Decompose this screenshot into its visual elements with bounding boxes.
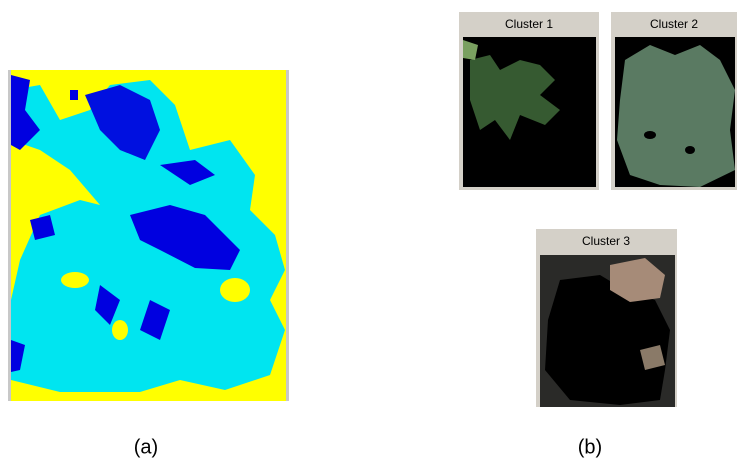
cluster-window: Cluster 3 — [536, 229, 677, 407]
window-title: Cluster 1 — [505, 17, 553, 31]
cluster-window: Cluster 1 — [459, 12, 599, 190]
window-title: Cluster 3 — [582, 234, 630, 248]
segmented-image — [8, 70, 289, 401]
panel-label: (b) — [578, 436, 602, 458]
window-title: Cluster 2 — [650, 17, 698, 31]
figure: Cluster 1 Cluster 2 Cluster 3 (a) (b) — [0, 0, 741, 462]
panel-label: (a) — [134, 436, 158, 458]
cluster-window: Cluster 2 — [611, 12, 737, 190]
